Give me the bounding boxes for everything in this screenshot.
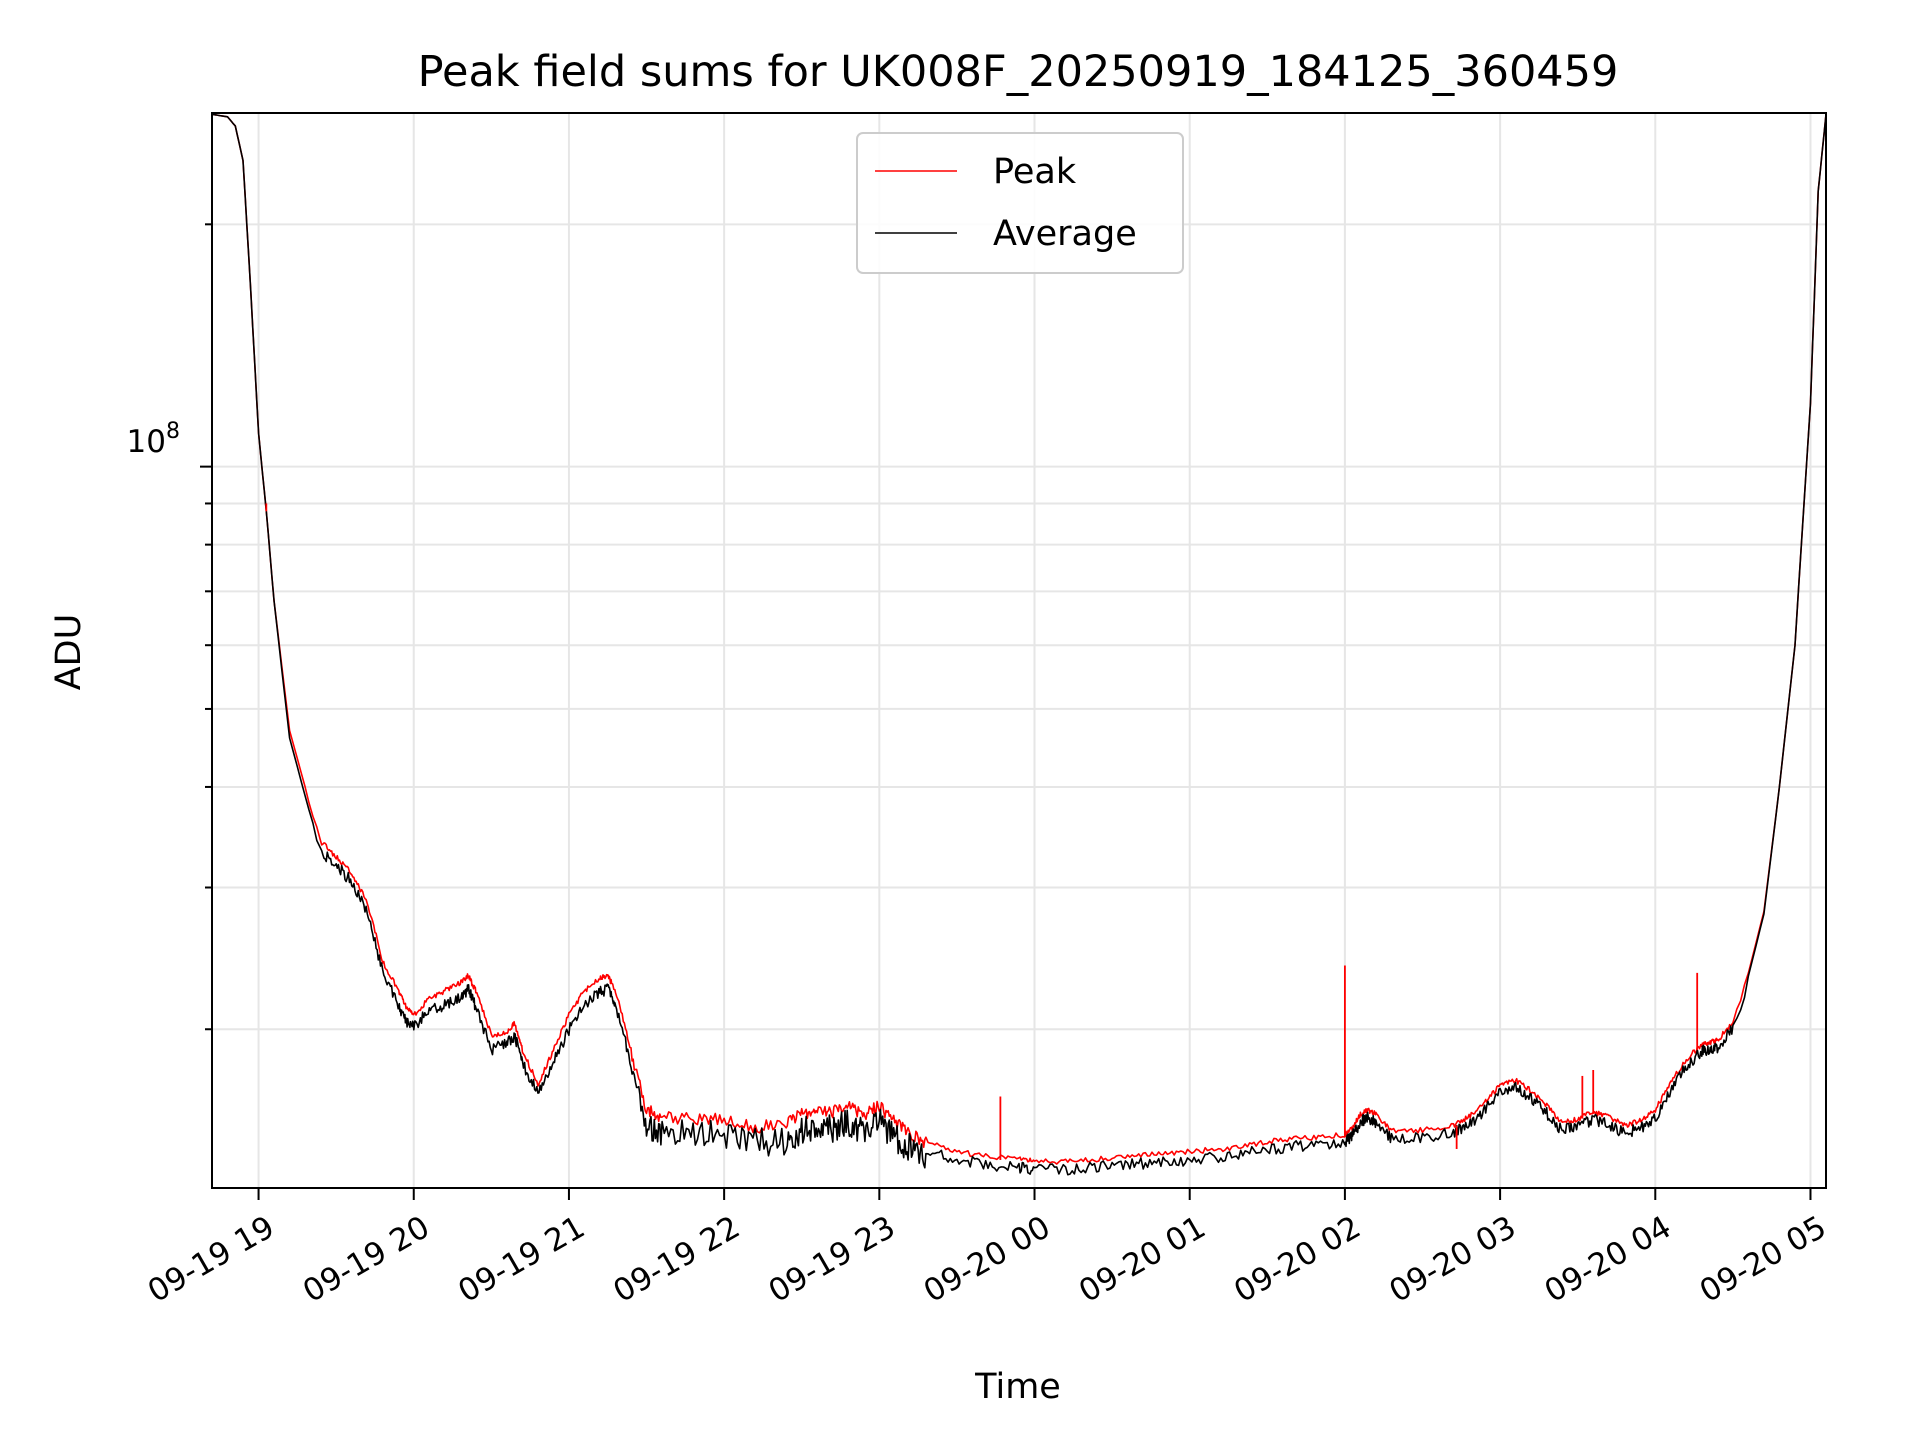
y-tick-label-1e8: 108	[127, 419, 180, 460]
x-tick-label: 09-19 19	[142, 1209, 281, 1310]
legend-box	[856, 132, 1184, 274]
x-tick-label: 09-20 00	[918, 1209, 1057, 1310]
y-axis-label: ADU	[49, 614, 89, 691]
series-line-peak	[211, 113, 1827, 1165]
series-line-average	[211, 113, 1827, 1176]
x-tick-label: 09-20 01	[1073, 1209, 1212, 1310]
legend-label-average: Average	[993, 214, 1137, 254]
x-tick-label: 09-20 03	[1383, 1209, 1522, 1310]
x-axis-label: Time	[974, 1367, 1061, 1407]
x-tick-label: 09-19 21	[452, 1209, 591, 1310]
x-tick-label: 09-20 02	[1228, 1209, 1367, 1310]
legend: Peak Average	[856, 132, 1184, 274]
chart-title: Peak field sums for UK008F_20250919_1841…	[418, 47, 1619, 97]
x-tick-label: 09-19 23	[763, 1209, 902, 1310]
y-axis-ticks	[200, 223, 212, 1031]
axes-frame	[211, 112, 1827, 1189]
legend-label-peak: Peak	[993, 152, 1077, 192]
series-group	[211, 113, 1827, 1176]
plot-area	[212, 113, 1826, 1188]
x-tick-label: 09-19 22	[607, 1209, 746, 1310]
y-grid	[212, 223, 1826, 1031]
x-grid	[257, 113, 1812, 1188]
x-tick-label: 09-20 05	[1694, 1209, 1833, 1310]
x-tick-label: 09-20 04	[1539, 1209, 1678, 1310]
x-tick-label: 09-19 20	[297, 1209, 436, 1310]
x-axis-ticks: 09-19 19 09-19 20 09-19 21 09-19 22 09-19 23…	[142, 1188, 1833, 1310]
